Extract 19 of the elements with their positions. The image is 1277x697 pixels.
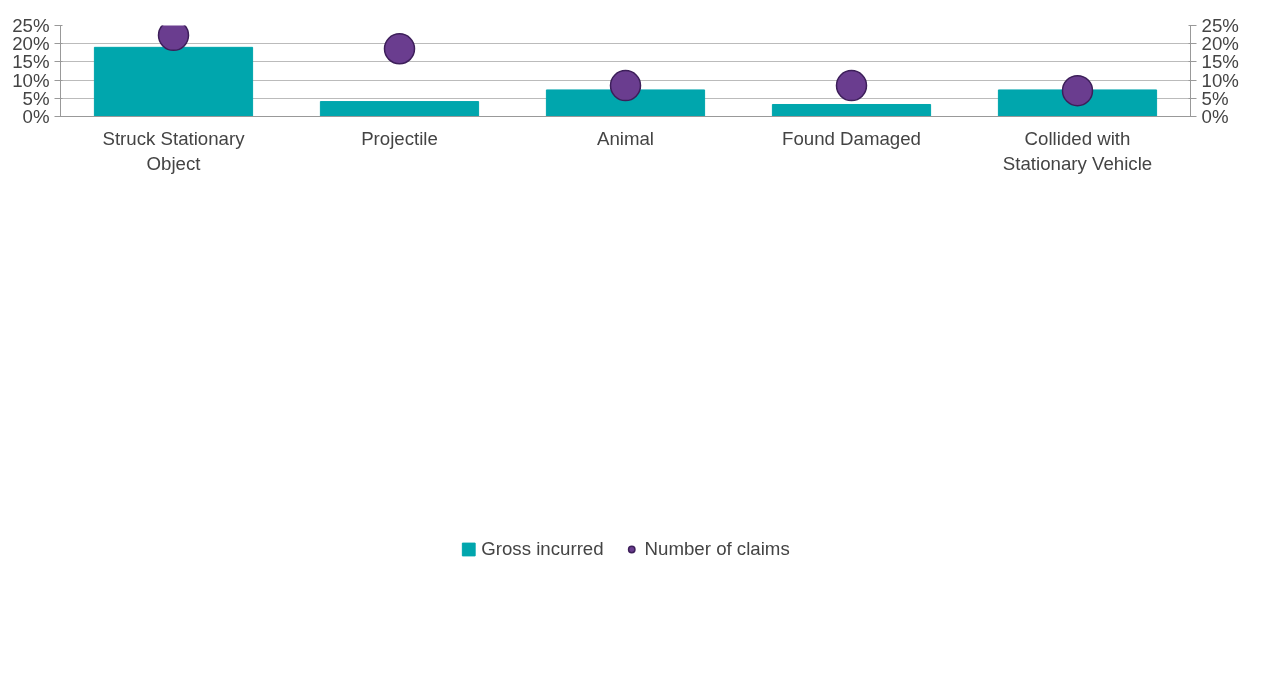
point bbox=[1061, 74, 1094, 107]
bar bbox=[771, 103, 932, 117]
bar bbox=[319, 101, 480, 117]
x-tick-label: Struck Stationary Object bbox=[102, 127, 246, 174]
x-tick-label: Found Damaged bbox=[782, 127, 921, 149]
legend-label: Gross incurred bbox=[481, 537, 604, 560]
bar bbox=[93, 46, 254, 117]
bar bbox=[545, 89, 706, 117]
x-tick-label: Animal bbox=[596, 127, 655, 149]
point bbox=[383, 33, 416, 65]
y-tick-label: 25% bbox=[12, 15, 50, 36]
y-tick-label: 0% bbox=[22, 106, 50, 127]
y2-tick-label: 0% bbox=[1201, 106, 1229, 127]
y2-tick-label: 25% bbox=[1201, 15, 1239, 36]
legend-label: Number of claims bbox=[644, 537, 790, 560]
x-tick-label: Collided with Stationary Vehicle bbox=[1002, 127, 1153, 174]
point bbox=[835, 69, 868, 102]
x-tick-label: Projectile bbox=[361, 127, 438, 149]
point bbox=[609, 69, 642, 102]
